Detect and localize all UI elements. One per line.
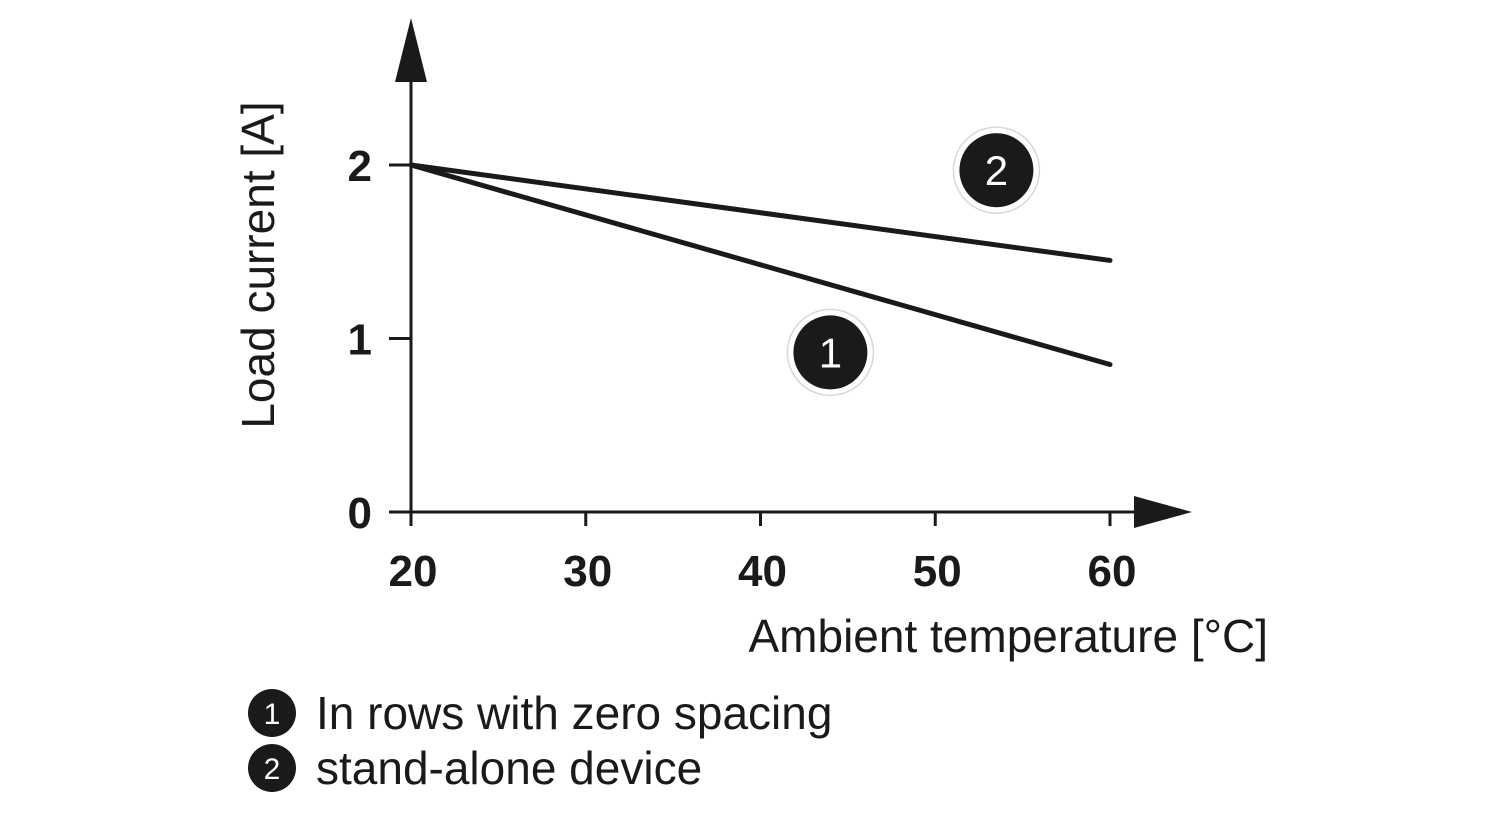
legend-marker-1	[248, 689, 296, 737]
marker-circle-1	[793, 315, 868, 390]
y-tick-label: 2	[348, 142, 372, 191]
y-tick-label: 1	[348, 316, 372, 365]
legend-text-2: stand-alone device	[316, 742, 702, 794]
x-axis-ticks: 20 30 40 50 60	[389, 512, 1137, 596]
legend: 1 In rows with zero spacing 2 stand-alone d…	[248, 687, 832, 794]
legend-text-1: In rows with zero spacing	[316, 687, 832, 739]
series-line-1	[408, 162, 1113, 368]
series-lines	[408, 162, 1113, 368]
x-tick-label: 60	[1088, 547, 1137, 596]
y-axis-ticks: 0 1 2	[348, 142, 411, 538]
axes	[395, 18, 1192, 528]
x-axis-title: Ambient temperature [°C]	[749, 610, 1269, 662]
y-axis-arrow	[395, 18, 427, 82]
y-tick-label: 0	[348, 489, 372, 538]
legend-marker-label: 2	[264, 753, 281, 786]
x-tick-label: 50	[913, 547, 962, 596]
series-line-2	[408, 162, 1113, 263]
x-tick-label: 40	[738, 547, 787, 596]
legend-marker-label: 1	[264, 698, 281, 731]
marker-outline-1	[786, 308, 875, 397]
x-tick-label: 30	[563, 547, 612, 596]
legend-marker-2	[248, 744, 296, 792]
x-axis-arrow	[1134, 496, 1192, 528]
series-markers: 12	[786, 126, 1041, 397]
marker-outline-2	[952, 126, 1041, 214]
marker-label-2: 2	[985, 147, 1008, 194]
marker-circle-2	[959, 133, 1034, 208]
x-tick-label: 20	[389, 547, 438, 596]
y-axis-title: Load current [A]	[232, 101, 284, 428]
marker-label-1: 1	[819, 329, 842, 376]
